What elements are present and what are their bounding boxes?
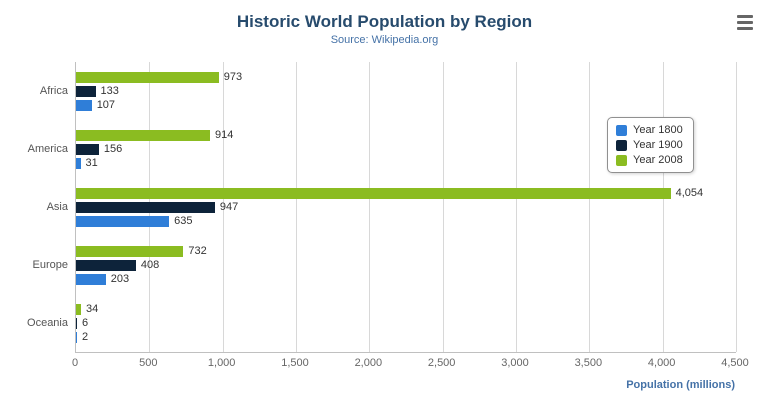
bar-year-2008-asia[interactable]	[76, 187, 671, 199]
category-label: America	[27, 143, 68, 155]
gridline	[589, 62, 591, 352]
legend-label: Year 2008	[633, 154, 683, 166]
x-tick-label: 2,000	[354, 357, 383, 369]
bar-value-label: 203	[110, 272, 130, 285]
gridline	[222, 62, 224, 352]
category-label: Africa	[39, 85, 68, 97]
bar-year-2008-africa[interactable]	[76, 71, 219, 83]
x-tick-label: 4,000	[647, 357, 676, 369]
x-tick-label: 3,000	[501, 357, 529, 369]
bar-value-label: 635	[174, 214, 193, 227]
legend-swatch	[616, 154, 627, 166]
hamburger-icon	[737, 26, 753, 30]
bar-value-label: 4,054	[675, 186, 704, 199]
category-label: Europe	[32, 259, 68, 271]
bar-value-label: 408	[140, 258, 160, 271]
bar-value-label: 2	[82, 330, 89, 343]
gridline	[369, 62, 371, 352]
bar-value-label: 31	[85, 156, 98, 169]
bar-year-2008-oceania[interactable]	[76, 303, 81, 315]
bar-year-2008-europe[interactable]	[76, 245, 184, 257]
bar-year-1900-america[interactable]	[76, 143, 99, 155]
bar-value-label: 6	[82, 316, 89, 329]
bar-value-label: 107	[96, 98, 116, 111]
bar-value-label: 914	[215, 128, 234, 141]
bar-year-1900-oceania[interactable]	[76, 317, 77, 329]
chart-title: Historic World Population by Region	[236, 12, 533, 31]
bar-year-2008-america[interactable]	[76, 129, 211, 141]
gridline	[516, 62, 517, 352]
bar-year-1900-africa[interactable]	[76, 85, 96, 97]
x-tick-label: 1,000	[207, 357, 236, 369]
bar-value-label: 973	[223, 70, 243, 83]
bar-value-label: 947	[219, 200, 239, 213]
bar-value-label: 732	[188, 244, 207, 257]
gridline	[442, 62, 444, 352]
bar-year-1900-asia[interactable]	[76, 201, 215, 213]
bar-year-1800-africa[interactable]	[76, 99, 92, 111]
category-label: Asia	[46, 201, 68, 213]
chart-menu-button[interactable]	[733, 12, 757, 32]
hamburger-icon	[737, 20, 753, 24]
x-tick-label: 2,500	[427, 357, 456, 369]
hamburger-icon	[737, 14, 753, 18]
gridline	[296, 62, 297, 352]
legend-label: Year 1900	[633, 139, 683, 151]
legend-item-year-1800[interactable]: Year 1800	[616, 124, 683, 136]
x-tick-label: 0	[71, 357, 79, 369]
bar-value-label: 133	[100, 84, 119, 97]
x-tick-label: 4,500	[721, 357, 749, 369]
category-label: Oceania	[27, 317, 68, 329]
gridline	[736, 62, 737, 352]
gridline	[662, 62, 664, 352]
legend-item-year-1900[interactable]: Year 1900	[616, 139, 683, 151]
bar-year-1800-america[interactable]	[76, 157, 81, 169]
bar-year-1800-europe[interactable]	[76, 273, 106, 285]
bar-value-label: 156	[103, 142, 123, 155]
bar-value-label: 34	[85, 302, 99, 315]
legend-swatch	[616, 124, 627, 136]
bar-year-1800-oceania[interactable]	[76, 331, 77, 343]
chart-subtitle: Source: Wikipedia.org	[330, 34, 439, 46]
plot-area: 973 133 107 914 156 31 4,054 947 635 732 408 203 34 6…	[75, 62, 737, 353]
bar-year-1800-asia[interactable]	[76, 215, 170, 227]
legend-item-year-2008[interactable]: Year 2008	[616, 154, 683, 166]
legend-label: Year 1800	[633, 124, 683, 136]
x-tick-label: 1,500	[281, 357, 309, 369]
x-axis-title: Population (millions)	[626, 379, 735, 391]
bar-year-1900-europe[interactable]	[76, 259, 136, 271]
legend-swatch	[616, 139, 627, 151]
x-tick-label: 500	[139, 357, 158, 369]
legend: Year 1800 Year 1900 Year 2008	[607, 117, 694, 173]
x-tick-label: 3,500	[574, 357, 603, 369]
